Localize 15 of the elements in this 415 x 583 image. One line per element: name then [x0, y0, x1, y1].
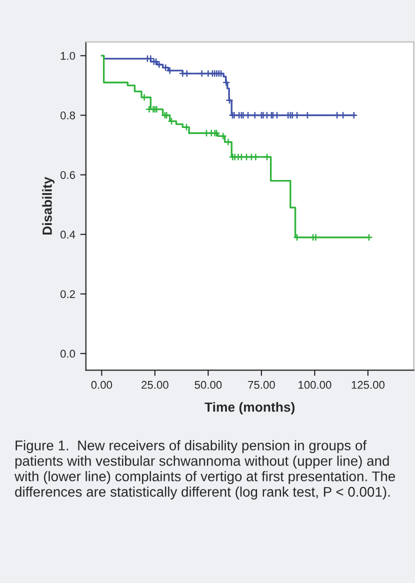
x-tick-label: 75.00 — [248, 380, 275, 389]
y-axis-title: Disability — [42, 176, 54, 235]
y-tick-label: 0.0 — [60, 350, 76, 358]
x-tick-label: 50.00 — [194, 380, 222, 389]
y-tick-label: 0.4 — [60, 230, 76, 239]
y-tick-label: 0.2 — [60, 290, 75, 298]
y-tick-label: 1.0 — [60, 52, 76, 60]
y-tick-label: 0.6 — [60, 171, 75, 179]
caption: Figure 1. New receivers of disability pension in groups of patients with vestibular schwannoma without (upper line) and with (lower line) complaints of vertigo at first presentation. The differences are statistically different (log rank test, P < 0.001). — [14, 440, 395, 500]
x-axis-title: Time (months) — [204, 402, 295, 414]
x-tick-label: 100.00 — [298, 380, 332, 389]
x-tick-label: 25.00 — [142, 380, 168, 389]
y-tick-label: 0.8 — [60, 112, 76, 120]
x-tick-label: 125.00 — [352, 380, 385, 389]
x-tick-label: 0.00 — [91, 380, 112, 389]
